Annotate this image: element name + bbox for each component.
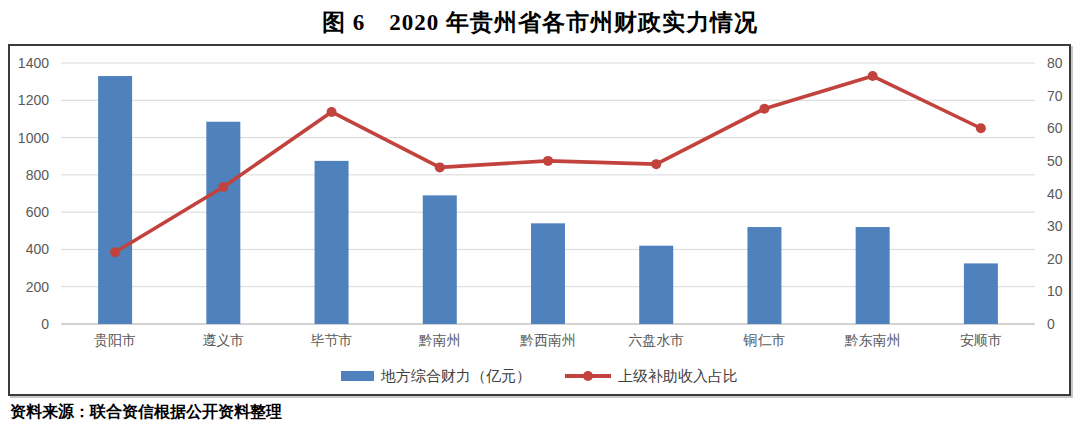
left-axis-tick-label: 1000	[18, 130, 49, 146]
bar-series-swatch-icon	[341, 371, 374, 381]
category-label: 安顺市	[960, 332, 1002, 348]
right-axis-tick-label: 20	[1047, 251, 1063, 267]
chart-legend: 地方综合财力（亿元） 上级补助收入占比	[10, 365, 1069, 387]
right-axis-tick-label: 60	[1047, 120, 1063, 136]
bar	[206, 122, 240, 324]
left-axis-tick-label: 0	[41, 316, 49, 332]
left-axis-tick-label: 400	[26, 241, 50, 257]
category-label: 毕节市	[311, 332, 353, 348]
line-series-swatch-icon	[565, 370, 611, 382]
legend-label-line-series: 上级补助收入占比	[618, 367, 738, 386]
left-axis-tick-label: 1200	[18, 92, 49, 108]
right-axis-tick-label: 70	[1047, 88, 1063, 104]
line-marker	[327, 107, 337, 117]
bar	[964, 263, 998, 324]
chart-plot-area: 0 200 400 600 800 1000 1200 1400 0 10 20 30 40 50 60 70…	[10, 46, 1069, 394]
bar	[423, 195, 457, 324]
category-label: 铜仁市	[742, 332, 785, 348]
right-axis-tick-label: 40	[1047, 186, 1063, 202]
line-marker-icon	[583, 371, 593, 381]
category-label: 黔南州	[418, 332, 461, 348]
line-marker	[651, 159, 661, 169]
right-axis-tick-label: 30	[1047, 218, 1063, 234]
left-axis-tick-label: 600	[26, 204, 50, 220]
bar	[315, 161, 349, 324]
category-label: 遵义市	[202, 332, 244, 348]
document-page: 图 6 2020 年贵州省各市州财政实力情况 02004006008001000…	[0, 0, 1080, 427]
line-marker	[435, 162, 445, 172]
line-marker	[218, 182, 228, 192]
left-axis-tick-label: 200	[26, 279, 50, 295]
bar	[856, 227, 890, 324]
line-marker	[868, 71, 878, 81]
right-axis-tick-label: 10	[1047, 283, 1063, 299]
right-axis-tick-label: 0	[1047, 316, 1055, 332]
line-marker	[543, 156, 553, 166]
legend-item-bar-series: 地方综合财力（亿元）	[341, 367, 531, 386]
bar	[98, 76, 132, 324]
category-label: 贵阳市	[94, 332, 136, 348]
bar	[747, 227, 781, 324]
left-axis-tick-label: 1400	[18, 55, 49, 71]
right-axis-tick-label: 50	[1047, 153, 1063, 169]
chart-box: 0 200 400 600 800 1000 1200 1400 0 10 20 30 40 50 60 70…	[8, 44, 1071, 396]
line-marker	[759, 104, 769, 114]
line-marker	[110, 247, 120, 257]
category-label: 六盘水市	[628, 332, 684, 348]
bar	[639, 246, 673, 324]
category-label: 黔东南州	[844, 332, 901, 348]
chart-title: 图 6 2020 年贵州省各市州财政实力情况	[0, 7, 1080, 38]
right-axis-tick-label: 80	[1047, 55, 1063, 71]
legend-item-line-series: 上级补助收入占比	[565, 367, 738, 386]
source-note: 资料来源：联合资信根据公开资料整理	[10, 402, 282, 423]
left-axis-tick-label: 800	[26, 167, 50, 183]
legend-label-bar-series: 地方综合财力（亿元）	[381, 367, 531, 386]
bar	[531, 223, 565, 324]
category-label: 黔西南州	[519, 332, 576, 348]
line-marker	[976, 123, 986, 133]
